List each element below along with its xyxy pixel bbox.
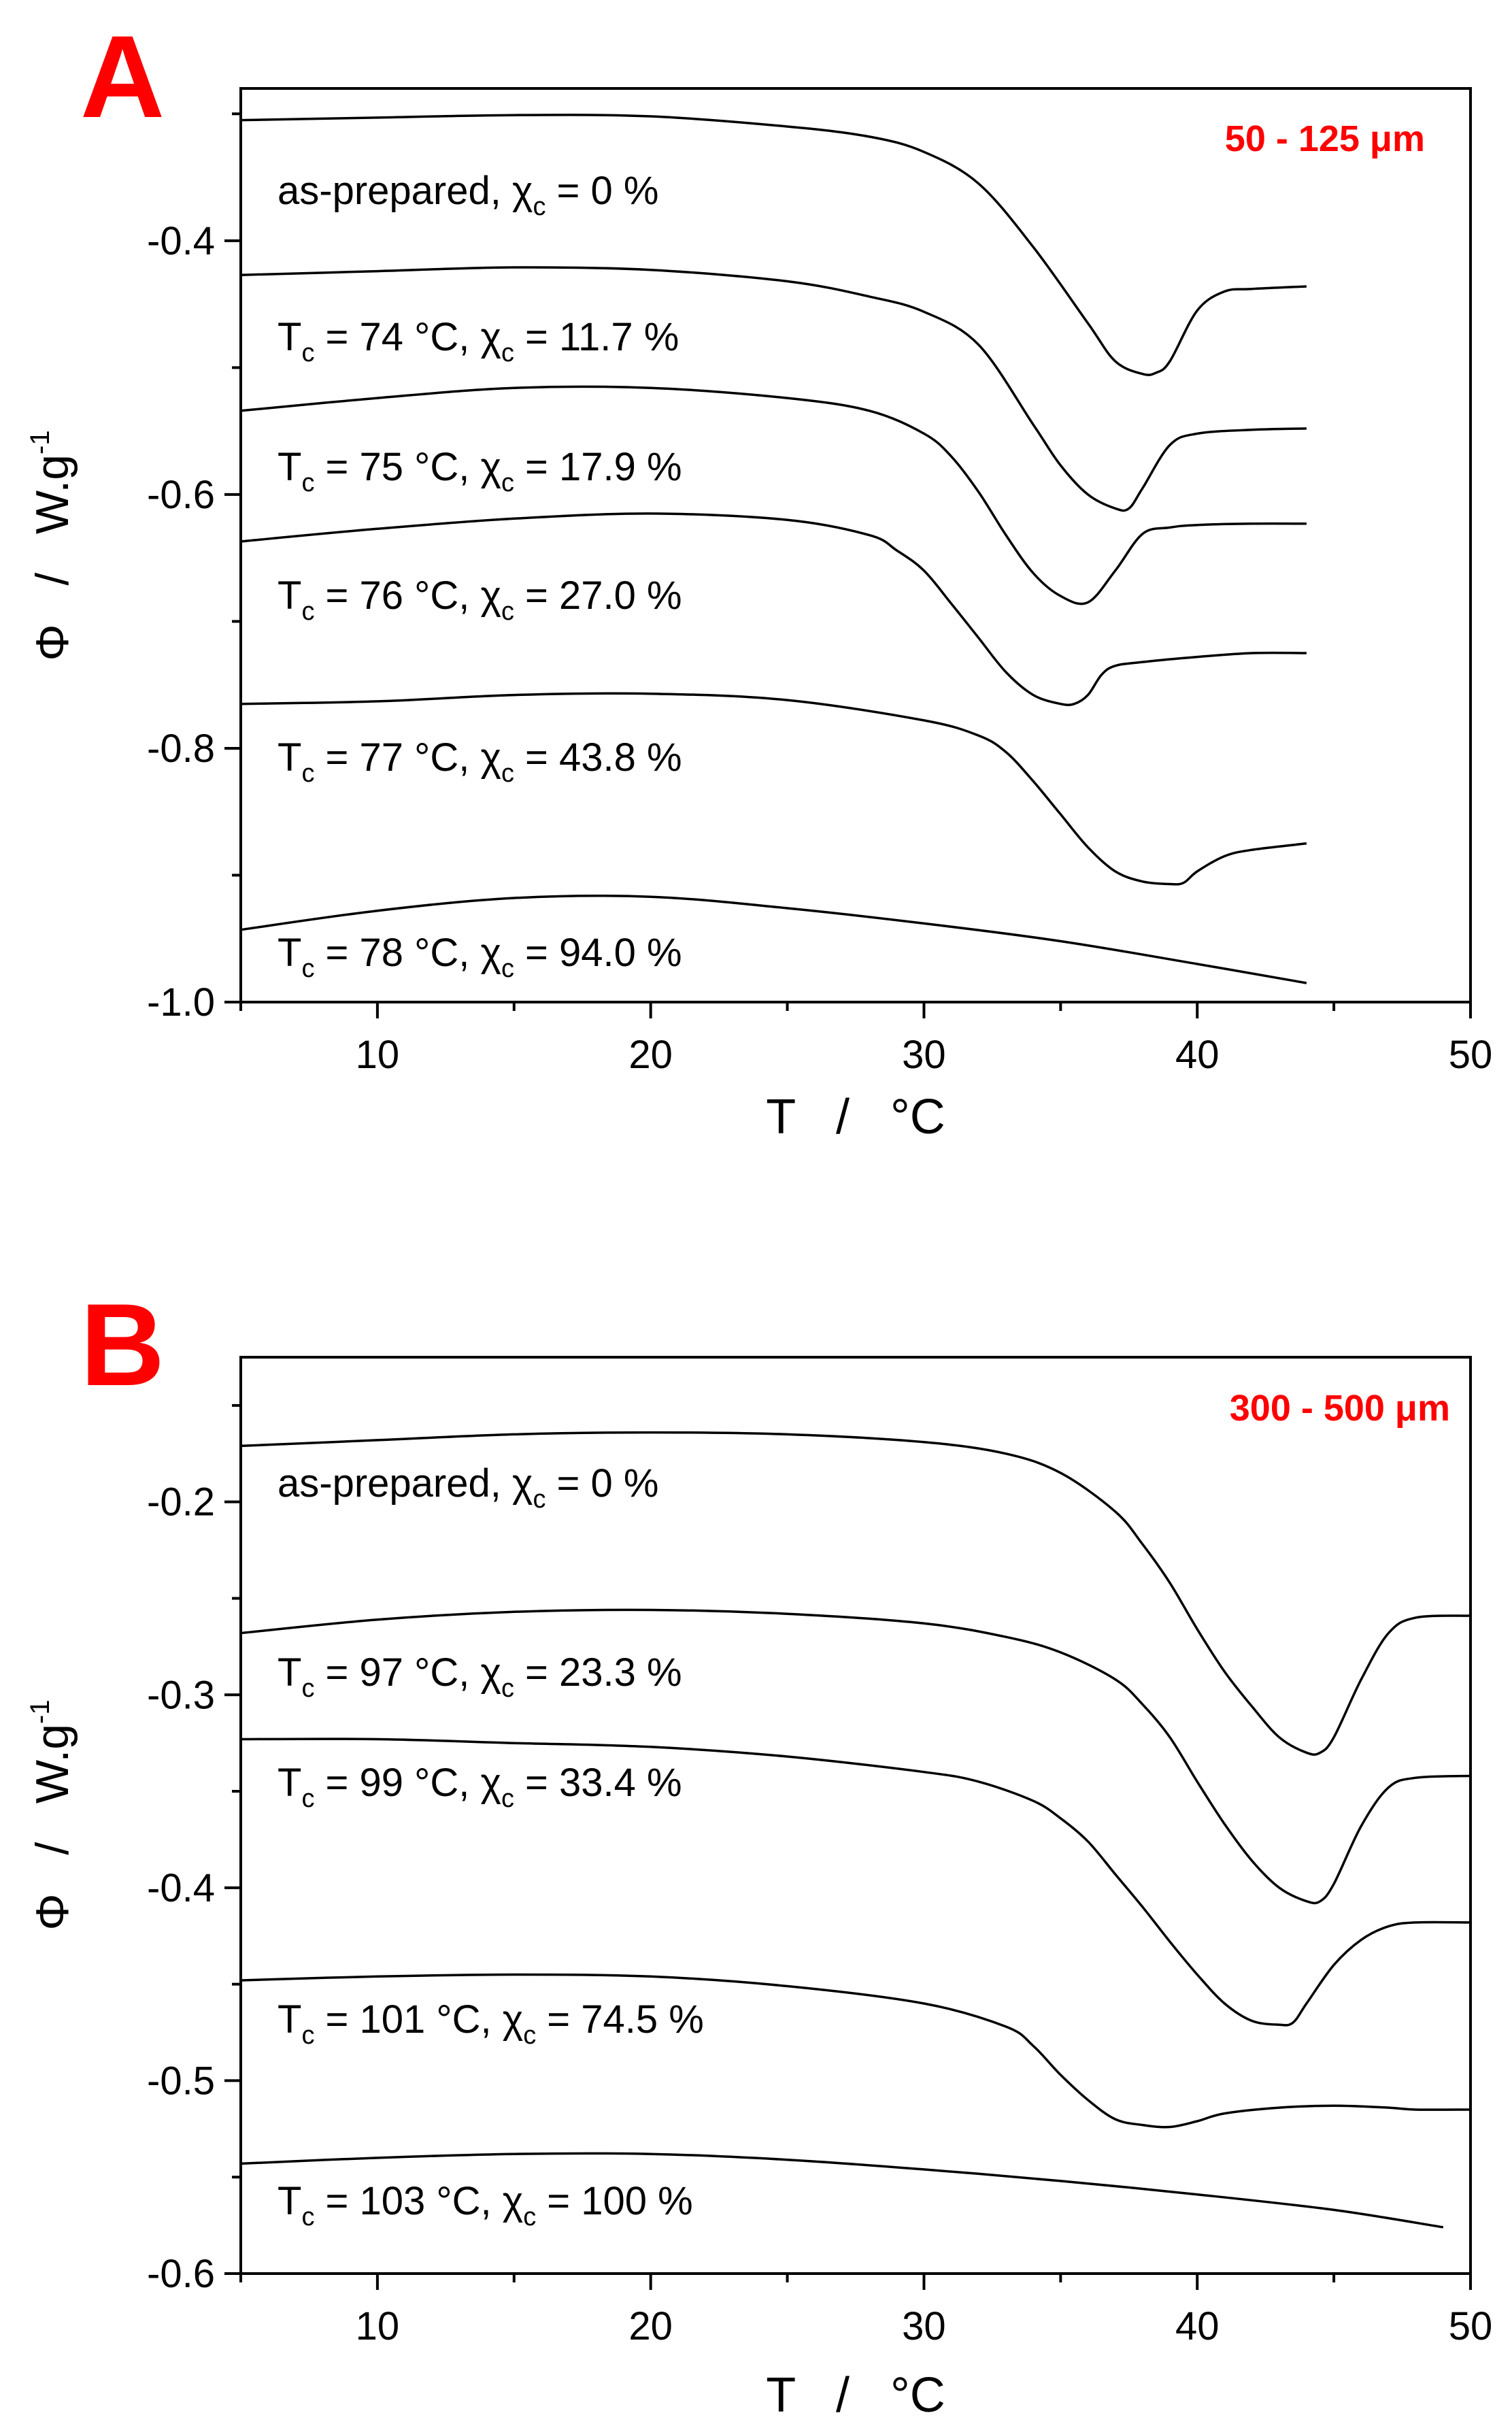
panel-b-plot-frame xyxy=(239,1356,1472,2275)
panel-a-size-annotation: 50 - 125 μm xyxy=(1225,118,1425,159)
panel-b-series-label: Tc = 101 °C, χc = 74.5 % xyxy=(278,1997,704,2050)
panel-a-series-line-1 xyxy=(240,114,1307,376)
panel-b-ticks: 10 20 30 40 50 -0.2 -0.3 -0.4 -0.5 -0.6 xyxy=(147,1403,1493,2348)
panel-a-series-line-4 xyxy=(240,512,1307,707)
panel-b-x-axis-label: T / °C xyxy=(766,2368,945,2423)
x-tick-label: 30 xyxy=(902,2304,946,2348)
panel-b-series-label: Tc = 103 °C, χc = 100 % xyxy=(278,2179,693,2231)
x-tick-label: 20 xyxy=(628,1033,673,1077)
panel-a-series-label: Tc = 77 °C, χc = 43.8 % xyxy=(278,735,682,788)
panel-b-series-label: as-prepared, χc = 0 % xyxy=(278,1461,658,1514)
panel-a-series-label: Tc = 78 °C, χc = 94.0 % xyxy=(278,931,682,983)
panel-b-series-line-3 xyxy=(240,1737,1471,2027)
x-tick-label: 20 xyxy=(628,2304,673,2348)
panel-b-series-label: Tc = 97 °C, χc = 23.3 % xyxy=(278,1650,682,1703)
x-tick-label: 40 xyxy=(1175,1033,1220,1077)
y-tick-label: -1.0 xyxy=(147,980,215,1025)
panel-b-series-line-4 xyxy=(240,1973,1471,2129)
panel-a-ticks: 10 20 30 40 50 -0.4 -0.6 -0.8 -1.0 xyxy=(147,112,1493,1077)
x-tick-label: 10 xyxy=(356,1033,400,1077)
panel-a-y-axis-label: Φ / W.g-1 xyxy=(25,430,78,661)
y-tick-label: -0.3 xyxy=(147,1673,215,1717)
panel-b-series-line-2 xyxy=(240,1608,1471,1905)
panel-a-series-layer xyxy=(240,114,1307,984)
panel-a-x-axis-label: T / °C xyxy=(766,1090,945,1144)
y-tick-label: -0.4 xyxy=(147,1866,215,1910)
y-tick-label: -0.2 xyxy=(147,1480,215,1525)
y-tick-label: -0.5 xyxy=(147,2059,215,2103)
panel-a-series-label: as-prepared, χc = 0 % xyxy=(278,169,658,221)
panel-a-series-line-3 xyxy=(240,385,1307,605)
panel-a-series-label: Tc = 76 °C, χc = 27.0 % xyxy=(278,573,682,626)
x-tick-label: 40 xyxy=(1175,2304,1220,2348)
y-tick-label: -0.8 xyxy=(147,727,215,771)
panel-a: A 10 20 30 40 50 -0.4 -0.6 -0.8 -1.0 50 - 125 μm… xyxy=(25,12,1492,1144)
x-tick-label: 30 xyxy=(902,1033,946,1077)
x-tick-label: 10 xyxy=(356,2304,400,2348)
panel-b-series-label: Tc = 99 °C, χc = 33.4 % xyxy=(278,1761,682,1813)
panel-b-series-line-5 xyxy=(240,2152,1444,2229)
panel-b-size-annotation: 300 - 500 μm xyxy=(1230,1388,1450,1429)
panel-b-series-layer xyxy=(240,1431,1471,2229)
panel-a-plot-frame xyxy=(239,87,1472,1003)
panel-a-series-line-5 xyxy=(240,692,1307,886)
panel-a-series-line-2 xyxy=(240,266,1307,512)
panel-a-series-line-6 xyxy=(240,895,1307,984)
panel-b-series-line-1 xyxy=(240,1431,1471,1756)
x-tick-label: 50 xyxy=(1449,2304,1493,2348)
y-tick-label: -0.6 xyxy=(147,473,215,517)
panel-b-y-axis-label: Φ / W.g-1 xyxy=(25,1699,78,1930)
panel-a-label: A xyxy=(80,12,165,142)
y-tick-label: -0.6 xyxy=(147,2252,215,2296)
panel-b: B 10 20 30 40 50 -0.2 -0.3 -0.4 -0.5 -0.6 300 - 5… xyxy=(25,1280,1492,2423)
x-tick-label: 50 xyxy=(1449,1033,1493,1077)
y-tick-label: -0.4 xyxy=(147,219,215,263)
panel-a-series-label: Tc = 74 °C, χc = 11.7 % xyxy=(278,315,679,367)
panel-a-series-label: Tc = 75 °C, χc = 17.9 % xyxy=(278,445,682,497)
panel-b-label: B xyxy=(80,1280,165,1410)
